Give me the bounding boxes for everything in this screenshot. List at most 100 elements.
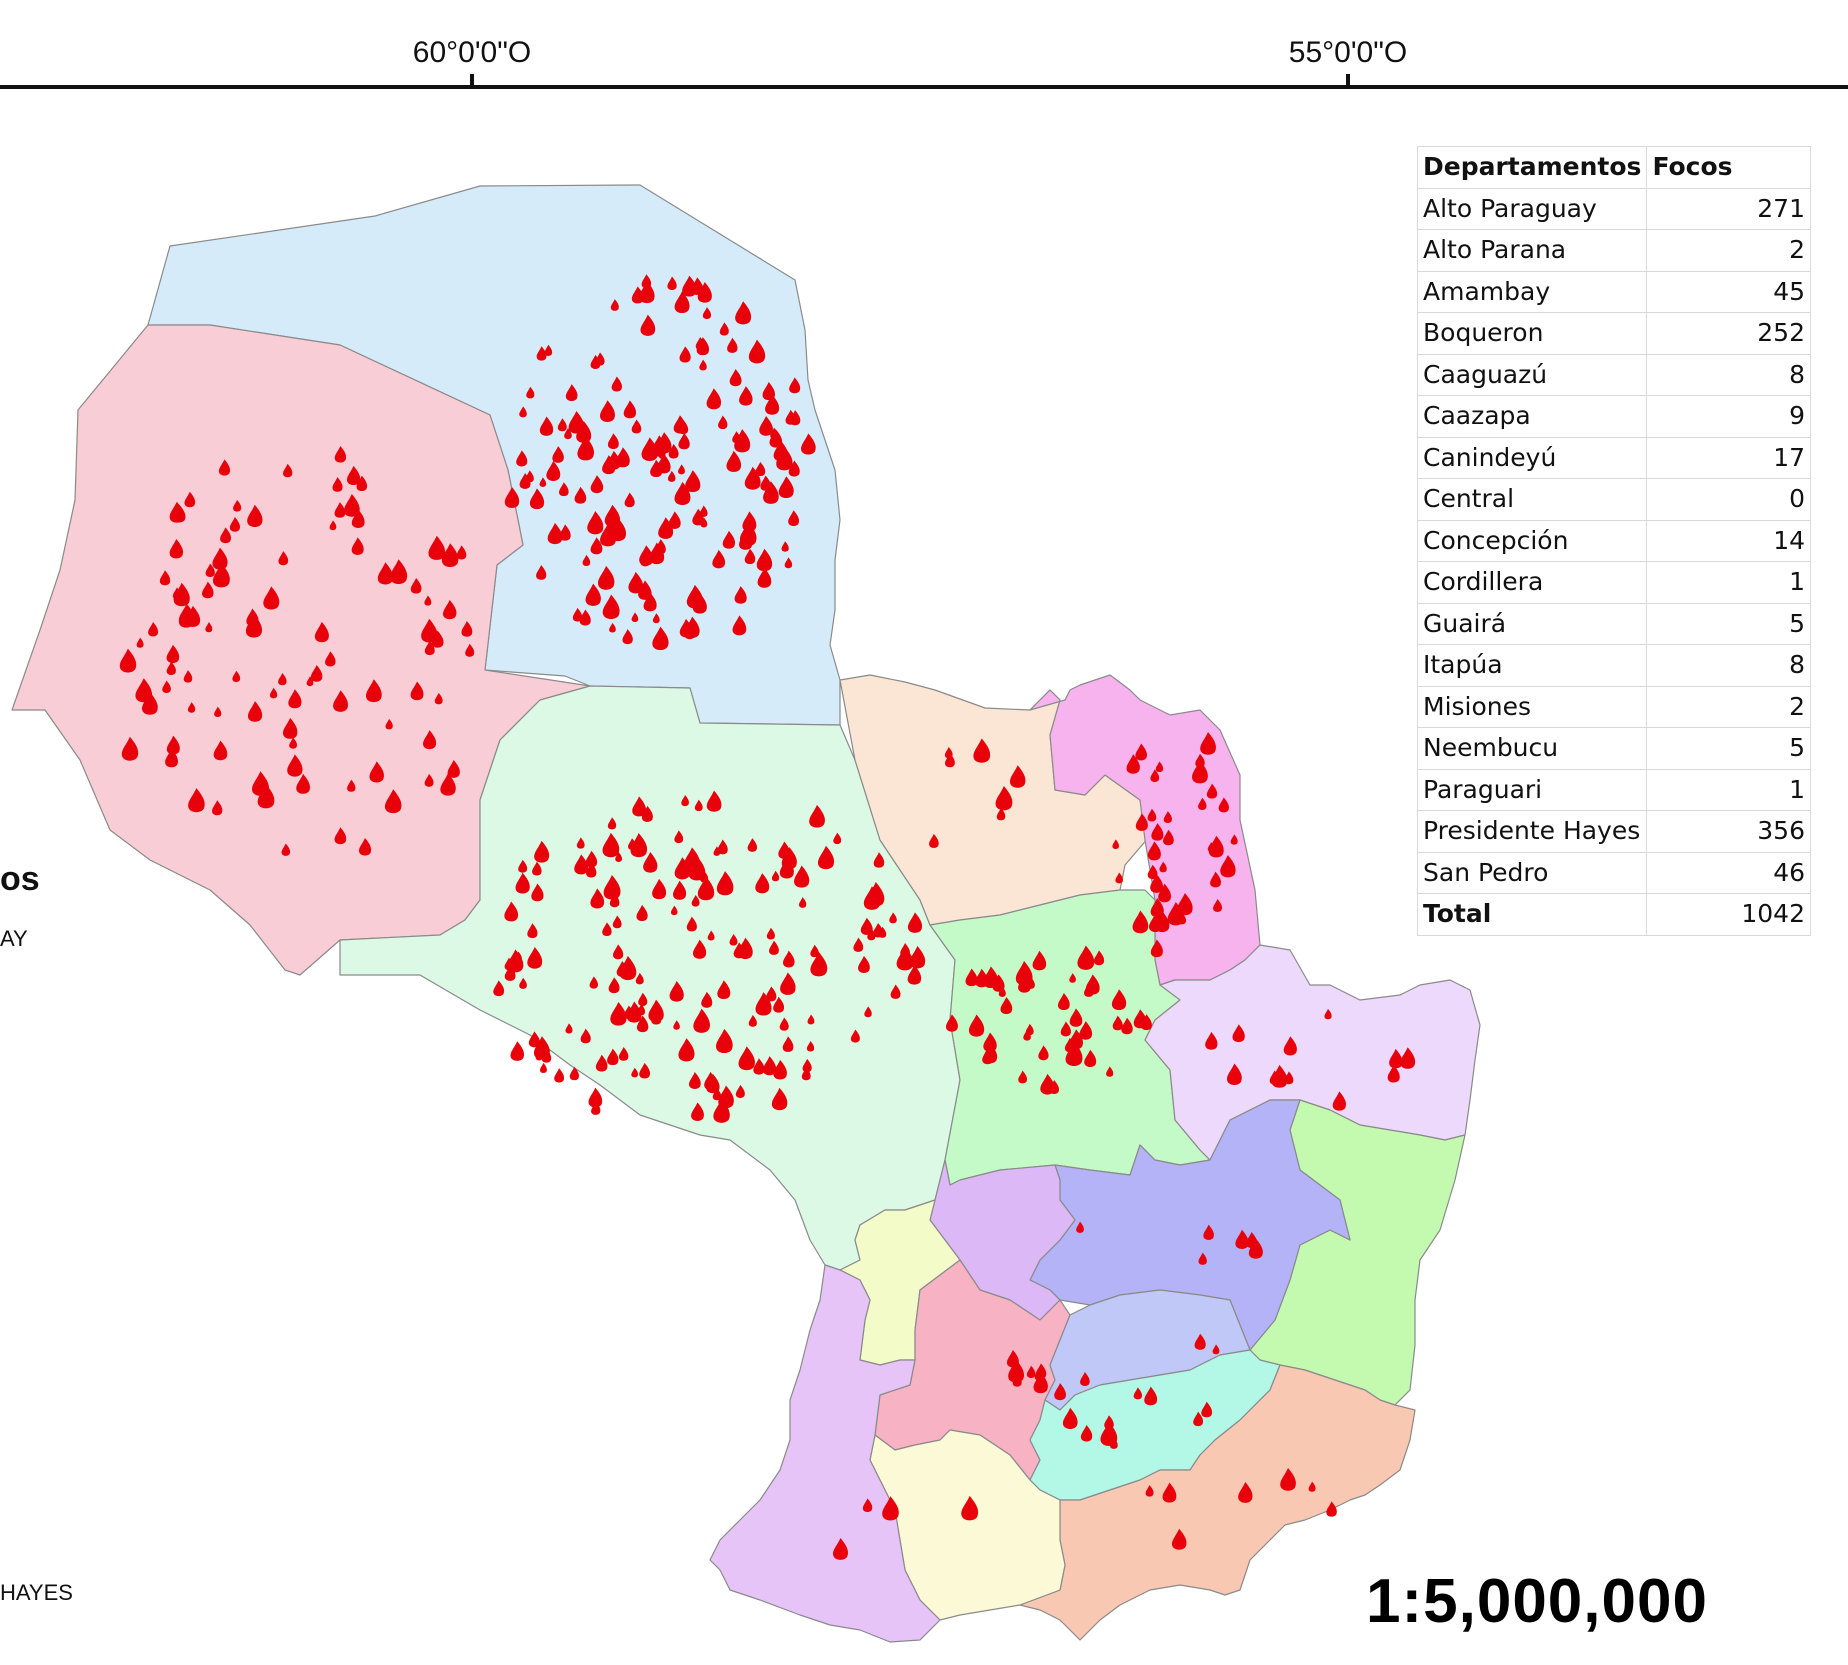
fire-hotspot-icon bbox=[616, 447, 630, 468]
fire-hotspot-icon bbox=[640, 552, 651, 567]
fire-hotspot-icon bbox=[325, 651, 336, 667]
fire-hotspot-icon bbox=[504, 965, 516, 981]
fire-hotspot-icon bbox=[1025, 1023, 1034, 1036]
fire-hotspot-icon bbox=[602, 832, 620, 858]
fire-hotspot-icon bbox=[1080, 1425, 1093, 1442]
fire-hotspot-icon bbox=[652, 613, 660, 624]
department-name-cell: Cordillera bbox=[1416, 561, 1648, 604]
department-canindeyu[interactable] bbox=[1144, 944, 1481, 1161]
fire-hotspot-icon bbox=[788, 460, 800, 477]
fire-hotspot-icon bbox=[1069, 1008, 1083, 1027]
fire-hotspot-icon bbox=[631, 419, 642, 434]
fire-hotspot-icon bbox=[1112, 839, 1119, 849]
fire-hotspot-icon bbox=[229, 516, 241, 532]
fire-hotspot-icon bbox=[527, 923, 538, 939]
fire-hotspot-icon bbox=[1144, 1386, 1158, 1406]
fire-hotspot-icon bbox=[717, 980, 731, 1000]
fire-hotspot-icon bbox=[1218, 797, 1229, 813]
fire-hotspot-icon bbox=[755, 461, 766, 477]
fire-hotspot-icon bbox=[1227, 1063, 1242, 1085]
fire-hotspot-icon bbox=[1194, 1333, 1206, 1350]
fire-hotspot-icon bbox=[1054, 1383, 1066, 1401]
fire-hotspot-icon bbox=[907, 964, 922, 985]
department-itapua[interactable] bbox=[1019, 1364, 1416, 1641]
fire-hotspot-icon bbox=[656, 432, 672, 454]
fire-hotspot-icon bbox=[278, 672, 287, 686]
fire-hotspot-icon bbox=[247, 701, 263, 722]
fire-hotspot-icon bbox=[632, 796, 647, 817]
fire-count-cell: 45 bbox=[1646, 270, 1811, 313]
fire-hotspot-icon bbox=[410, 681, 424, 701]
fire-hotspot-icon bbox=[726, 450, 742, 472]
fire-hotspot-icon bbox=[713, 846, 721, 856]
fire-hotspot-icon bbox=[1062, 1407, 1078, 1430]
table-row: Alto Parana 2 bbox=[1416, 229, 1811, 272]
fire-hotspot-icon bbox=[668, 444, 679, 459]
fire-hotspot-icon bbox=[552, 446, 564, 463]
fire-hotspot-icon bbox=[390, 559, 408, 585]
fire-hotspot-icon bbox=[574, 854, 589, 875]
fire-hotspot-icon bbox=[493, 980, 505, 997]
fire-hotspot-icon bbox=[213, 740, 228, 761]
fire-hotspot-icon bbox=[600, 400, 615, 422]
fire-hotspot-icon bbox=[765, 394, 780, 415]
fire-hotspot-icon bbox=[1032, 950, 1047, 971]
table-row: San Pedro 46 bbox=[1416, 851, 1811, 894]
fire-hotspot-icon bbox=[729, 933, 738, 946]
fire-count-cell: 0 bbox=[1646, 478, 1811, 521]
fire-hotspot-icon bbox=[1100, 1421, 1118, 1447]
fire-hotspot-icon bbox=[515, 872, 530, 894]
fire-hotspot-icon bbox=[1155, 911, 1170, 933]
fire-hotspot-icon bbox=[756, 548, 773, 572]
fire-count-cell: 8 bbox=[1646, 353, 1811, 396]
department-neembucu[interactable] bbox=[709, 1264, 941, 1643]
fire-hotspot-icon bbox=[1163, 811, 1172, 824]
fire-hotspot-icon bbox=[692, 508, 704, 526]
fire-hotspot-icon bbox=[712, 549, 726, 569]
table-row: Presidente Hayes 356 bbox=[1416, 810, 1811, 853]
fire-hotspot-icon bbox=[907, 912, 923, 933]
fire-hotspot-icon bbox=[1238, 1482, 1253, 1503]
fire-hotspot-icon bbox=[773, 1059, 787, 1080]
fire-hotspot-icon bbox=[639, 1062, 651, 1079]
fire-hotspot-icon bbox=[788, 510, 800, 526]
fire-hotspot-icon bbox=[697, 876, 715, 901]
fire-hotspot-icon bbox=[684, 616, 700, 638]
fire-count-cell: 356 bbox=[1646, 810, 1811, 853]
fire-hotspot-icon bbox=[169, 538, 184, 559]
fire-hotspot-icon bbox=[807, 1014, 815, 1025]
fire-hotspot-icon bbox=[544, 344, 553, 356]
fire-hotspot-icon bbox=[569, 1066, 579, 1081]
fire-hotspot-icon bbox=[734, 429, 751, 453]
fire-hotspot-icon bbox=[686, 584, 704, 609]
fire-hotspot-icon bbox=[643, 851, 658, 873]
fire-hotspot-icon bbox=[636, 904, 648, 922]
department-name-cell: Guairá bbox=[1416, 602, 1648, 645]
fire-hotspot-icon bbox=[1158, 883, 1172, 903]
fire-hotspot-icon bbox=[719, 322, 729, 336]
fire-hotspot-icon bbox=[1174, 1529, 1184, 1542]
fire-hotspot-icon bbox=[1324, 1008, 1332, 1020]
fire-hotspot-icon bbox=[461, 620, 473, 637]
fire-hotspot-icon bbox=[384, 789, 402, 814]
fire-hotspot-icon bbox=[686, 916, 697, 932]
fire-hotspot-icon bbox=[1206, 783, 1218, 799]
fire-hotspot-icon bbox=[314, 621, 329, 643]
fire-hotspot-icon bbox=[809, 804, 825, 828]
fire-hotspot-icon bbox=[1135, 743, 1148, 761]
fire-hotspot-icon bbox=[766, 927, 775, 940]
fire-hotspot-icon bbox=[1150, 769, 1160, 782]
fire-hotspot-icon bbox=[1121, 1017, 1133, 1035]
fire-hotspot-icon bbox=[564, 428, 572, 440]
fire-hotspot-icon bbox=[205, 622, 213, 633]
fire-hotspot-icon bbox=[589, 976, 599, 989]
fire-hotspot-icon bbox=[162, 680, 171, 694]
fire-hotspot-icon bbox=[639, 281, 655, 304]
fire-hotspot-icon bbox=[1104, 1415, 1114, 1430]
total-value: 1042 bbox=[1646, 893, 1811, 936]
fire-hotspot-icon bbox=[699, 359, 707, 371]
fire-hotspot-icon bbox=[755, 992, 772, 1016]
fire-hotspot-icon bbox=[674, 481, 691, 506]
fire-hotspot-icon bbox=[220, 527, 232, 544]
fire-hotspot-icon bbox=[514, 951, 522, 962]
